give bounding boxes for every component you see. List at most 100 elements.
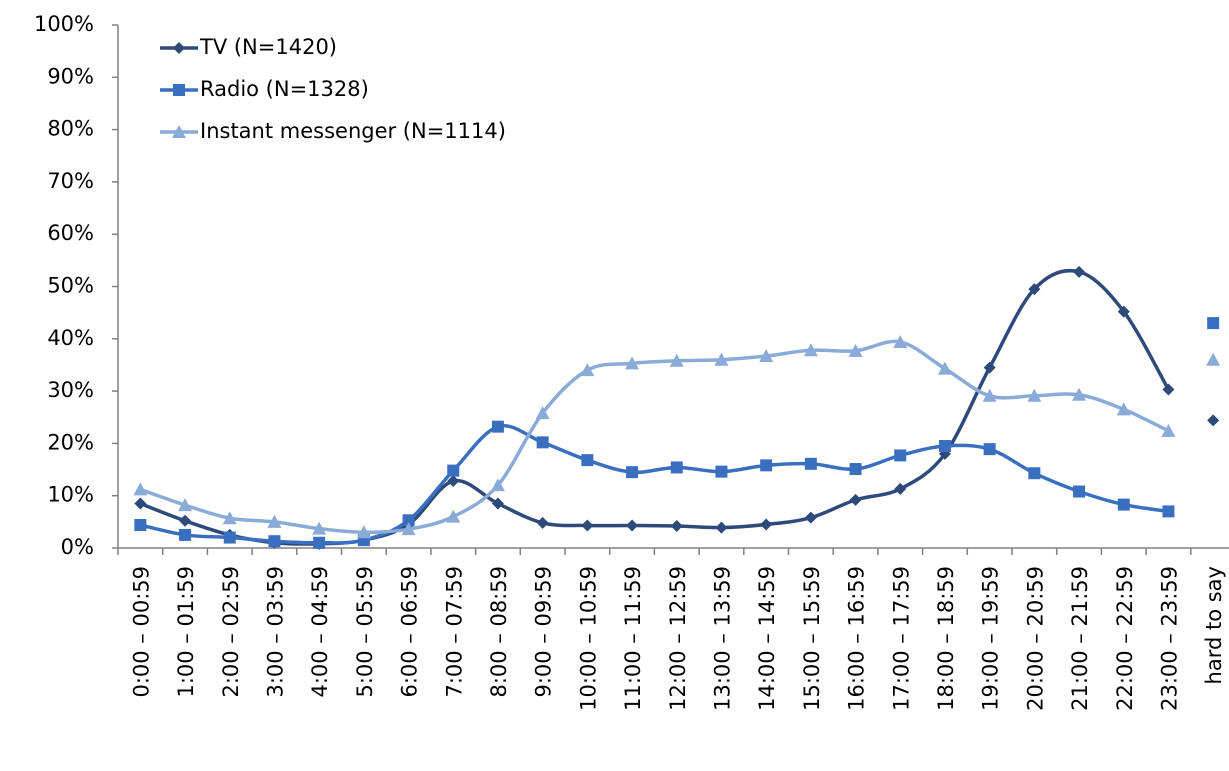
marker <box>714 352 729 366</box>
y-tick-label: 10% <box>47 483 94 507</box>
series-line <box>139 339 1170 535</box>
marker <box>179 514 192 527</box>
marker <box>982 388 997 402</box>
x-tick-label: 7:00 – 07:59 <box>442 566 466 698</box>
marker <box>983 443 996 456</box>
marker <box>446 509 461 523</box>
marker <box>1117 498 1130 511</box>
marker <box>625 356 640 370</box>
y-tick-label: 20% <box>47 430 94 454</box>
marker <box>1116 402 1131 416</box>
marker <box>268 535 281 548</box>
marker <box>715 465 728 478</box>
marker <box>178 498 193 512</box>
marker <box>715 521 728 534</box>
marker <box>179 528 192 541</box>
marker <box>1207 317 1220 330</box>
marker <box>1028 467 1041 480</box>
marker <box>173 42 185 54</box>
marker <box>983 361 996 374</box>
marker <box>894 449 907 462</box>
y-tick-label: 50% <box>47 274 94 298</box>
y-tick-label: 30% <box>47 378 94 402</box>
marker <box>670 461 683 474</box>
marker <box>760 459 773 472</box>
marker <box>1162 505 1175 518</box>
marker <box>581 454 594 467</box>
y-tick-label: 80% <box>47 117 94 141</box>
marker <box>447 464 460 477</box>
marker <box>938 440 951 453</box>
marker <box>626 466 639 479</box>
marker <box>536 516 549 529</box>
x-tick-label: 22:00 – 22:59 <box>1113 566 1137 711</box>
marker <box>581 519 594 532</box>
x-tick-label: 23:00 – 23:59 <box>1157 566 1181 711</box>
marker <box>1161 423 1176 437</box>
marker <box>1207 414 1220 427</box>
marker <box>849 493 862 506</box>
x-tick-label: 12:00 – 12:59 <box>666 566 690 711</box>
x-tick-label: 6:00 – 06:59 <box>398 566 422 698</box>
x-tick-label: 2:00 – 02:59 <box>219 566 243 698</box>
marker <box>1072 387 1087 401</box>
y-tick-label: 100% <box>34 12 94 36</box>
marker <box>491 420 504 433</box>
x-tick-label: 5:00 – 05:59 <box>353 566 377 698</box>
marker <box>1162 383 1175 396</box>
marker <box>1206 352 1221 366</box>
marker <box>670 520 683 533</box>
x-tick-label: 19:00 – 19:59 <box>979 566 1003 711</box>
marker <box>313 536 326 549</box>
marker <box>848 343 863 357</box>
y-tick-label: 40% <box>47 326 94 350</box>
marker <box>133 482 148 496</box>
marker <box>356 525 371 539</box>
marker <box>1027 388 1042 402</box>
x-tick-label: 13:00 – 13:59 <box>710 566 734 711</box>
marker <box>804 457 817 470</box>
marker <box>312 521 327 535</box>
marker <box>937 361 952 375</box>
x-tick-label: hard to say <box>1202 566 1226 684</box>
marker <box>849 463 862 476</box>
marker <box>223 531 236 544</box>
marker <box>401 522 416 536</box>
x-tick-label: 17:00 – 17:59 <box>889 566 913 711</box>
marker <box>803 343 818 357</box>
marker <box>134 497 147 510</box>
marker <box>447 475 460 488</box>
marker <box>1073 485 1086 498</box>
x-tick-label: 10:00 – 10:59 <box>576 566 600 711</box>
marker <box>1073 265 1086 278</box>
marker <box>490 478 505 492</box>
x-tick-label: 8:00 – 08:59 <box>487 566 511 698</box>
x-tick-label: 4:00 – 04:59 <box>308 566 332 698</box>
x-tick-label: 0:00 – 00:59 <box>129 566 153 698</box>
x-tick-label: 18:00 – 18:59 <box>934 566 958 711</box>
marker <box>222 511 237 525</box>
marker <box>536 436 549 449</box>
y-tick-label: 90% <box>47 64 94 88</box>
x-tick-label: 14:00 – 14:59 <box>755 566 779 711</box>
marker <box>580 363 595 377</box>
y-tick-label: 0% <box>61 535 94 559</box>
marker <box>1117 305 1130 318</box>
x-tick-label: 15:00 – 15:59 <box>800 566 824 711</box>
marker <box>760 518 773 531</box>
marker <box>1028 283 1041 296</box>
marker <box>535 406 550 420</box>
marker <box>893 334 908 348</box>
legend-label: Instant messenger (N=1114) <box>200 119 506 143</box>
marker <box>491 497 504 510</box>
marker <box>626 519 639 532</box>
marker <box>172 125 186 138</box>
legend-label: TV (N=1420) <box>199 35 337 59</box>
series-line <box>139 268 1170 546</box>
x-tick-label: 16:00 – 16:59 <box>845 566 869 711</box>
y-tick-label: 70% <box>47 169 94 193</box>
x-tick-label: 11:00 – 11:59 <box>621 566 645 711</box>
x-tick-label: 21:00 – 21:59 <box>1068 566 1092 711</box>
